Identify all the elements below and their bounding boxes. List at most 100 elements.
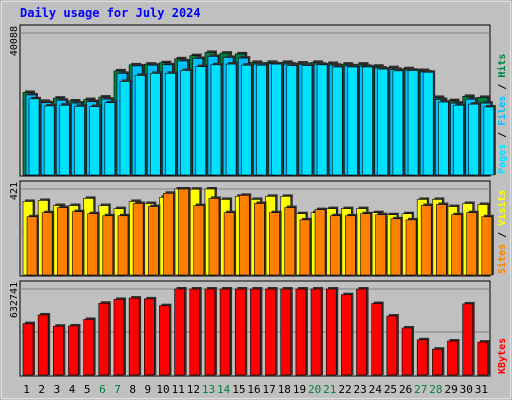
- bar-kbytes-kbytes-19: [295, 288, 307, 376]
- bar-visits-sites-16: [254, 203, 265, 276]
- bar-hits-pages-1: [28, 98, 40, 176]
- x-tick-label-30: 30: [460, 383, 473, 396]
- bar-kbytes-kbytes-13: [204, 288, 216, 376]
- bar-kbytes-kbytes-23: [356, 288, 367, 376]
- x-tick-label-1: 1: [23, 383, 30, 396]
- bar-kbytes-kbytes-6: [98, 302, 110, 376]
- bar-visits-sites-28: [436, 204, 447, 276]
- x-axis-labels: 1 2 3 4 5 6 7 8 9 10 11 12 13 14 15 16 17 18 19 20 21 22 23 24 2…: [23, 383, 488, 396]
- bar-visits-sites-18: [284, 207, 296, 276]
- bar-kbytes-kbytes-14: [219, 288, 231, 376]
- max-label-hits: 40088: [9, 26, 20, 56]
- bar-visits-sites-11: [178, 188, 189, 276]
- x-tick-label-13: 13: [202, 383, 215, 396]
- bar-kbytes-kbytes-20: [310, 288, 322, 376]
- bar-visits-sites-9: [147, 206, 159, 276]
- x-tick-label-6: 6: [99, 383, 106, 396]
- bar-hits-pages-13: [210, 64, 222, 176]
- bar-hits-pages-7: [119, 81, 131, 176]
- x-tick-label-5: 5: [84, 383, 91, 396]
- x-tick-label-27: 27: [414, 383, 427, 396]
- x-tick-label-17: 17: [263, 383, 276, 396]
- bar-visits-sites-15: [238, 195, 250, 276]
- bar-hits-pages-19: [301, 65, 313, 176]
- bar-visits-sites-8: [132, 203, 144, 276]
- x-tick-label-19: 19: [293, 383, 306, 396]
- x-tick-label-28: 28: [429, 383, 442, 396]
- bar-hits-pages-31: [483, 106, 495, 176]
- bar-kbytes-kbytes-28: [432, 348, 443, 376]
- bar-visits-sites-23: [360, 213, 371, 276]
- bar-hits-pages-14: [225, 63, 237, 176]
- x-tick-label-10: 10: [156, 383, 169, 396]
- chart-panels: 40088 Pages / Files / Hits 421 Sites / Visi…: [9, 24, 508, 377]
- bar-hits-pages-11: [180, 70, 191, 176]
- bar-visits-sites-31: [481, 216, 493, 276]
- x-tick-label-12: 12: [187, 383, 200, 396]
- x-tick-label-4: 4: [69, 383, 76, 396]
- bar-kbytes-kbytes-2: [37, 314, 49, 376]
- bar-hits-pages-18: [286, 65, 298, 176]
- x-tick-label-21: 21: [323, 383, 336, 396]
- bar-hits-pages-20: [316, 64, 328, 176]
- bar-kbytes-kbytes-5: [83, 319, 94, 376]
- bar-hits-pages-2: [43, 105, 55, 176]
- bar-hits-pages-26: [407, 70, 419, 176]
- x-tick-label-2: 2: [38, 383, 45, 396]
- bar-kbytes-kbytes-3: [53, 325, 64, 376]
- bar-hits-pages-12: [195, 66, 207, 176]
- bar-kbytes-kbytes-21: [325, 288, 337, 376]
- bar-kbytes-kbytes-7: [113, 299, 125, 376]
- bar-visits-sites-26: [405, 219, 417, 276]
- legend-item-kbytes: KBytes: [497, 338, 508, 374]
- bar-kbytes-kbytes-30: [462, 303, 473, 376]
- bar-hits-pages-24: [377, 68, 389, 176]
- bar-visits-sites-27: [420, 205, 432, 276]
- bar-visits-sites-7: [117, 215, 129, 276]
- bar-visits-sites-24: [375, 214, 387, 276]
- bar-hits-pages-28: [438, 101, 449, 176]
- bar-visits-sites-25: [390, 218, 402, 276]
- bar-visits-sites-19: [299, 219, 311, 276]
- bar-kbytes-kbytes-12: [189, 288, 201, 376]
- bar-visits-sites-29: [451, 214, 462, 276]
- x-tick-label-11: 11: [172, 383, 185, 396]
- bar-kbytes-kbytes-17: [265, 288, 276, 376]
- legend-item-pages: Pages: [497, 144, 508, 174]
- bar-visits-sites-4: [72, 211, 83, 276]
- chart-title: Daily usage for July 2024: [20, 6, 201, 20]
- bar-kbytes-kbytes-25: [386, 315, 398, 376]
- x-tick-label-25: 25: [384, 383, 397, 396]
- bar-hits-pages-23: [362, 66, 373, 176]
- bar-hits-pages-16: [256, 64, 267, 176]
- bar-kbytes-kbytes-29: [447, 340, 458, 376]
- bar-visits-sites-22: [345, 215, 356, 276]
- bar-hits-pages-10: [165, 73, 176, 176]
- x-tick-label-7: 7: [114, 383, 121, 396]
- bar-kbytes-kbytes-22: [341, 294, 352, 376]
- legend-item-hits: Hits: [496, 54, 508, 78]
- bar-visits-sites-13: [208, 198, 220, 276]
- legend-kbytes: KBytes: [497, 338, 508, 374]
- bar-kbytes-kbytes-8: [128, 297, 140, 376]
- x-tick-label-16: 16: [247, 383, 260, 396]
- bar-kbytes-kbytes-10: [159, 305, 170, 376]
- bar-kbytes-kbytes-16: [250, 288, 261, 376]
- legend-item-visits: Visits: [496, 190, 508, 226]
- legend-separator: /: [497, 226, 508, 244]
- x-tick-label-22: 22: [338, 383, 351, 396]
- bar-visits-sites-5: [87, 213, 98, 276]
- bar-hits-pages-6: [104, 102, 116, 176]
- bar-hits-pages-5: [89, 106, 100, 176]
- bar-kbytes-kbytes-24: [371, 303, 383, 376]
- bar-kbytes-kbytes-11: [174, 288, 185, 376]
- bar-hits-pages-27: [422, 71, 434, 176]
- legend-hits: Pages / Files / Hits: [496, 54, 508, 174]
- panel-kbytes: 632741 KBytes: [9, 280, 508, 377]
- bar-hits-pages-22: [347, 66, 358, 176]
- x-tick-label-23: 23: [354, 383, 367, 396]
- legend-item-sites: Sites: [496, 244, 508, 274]
